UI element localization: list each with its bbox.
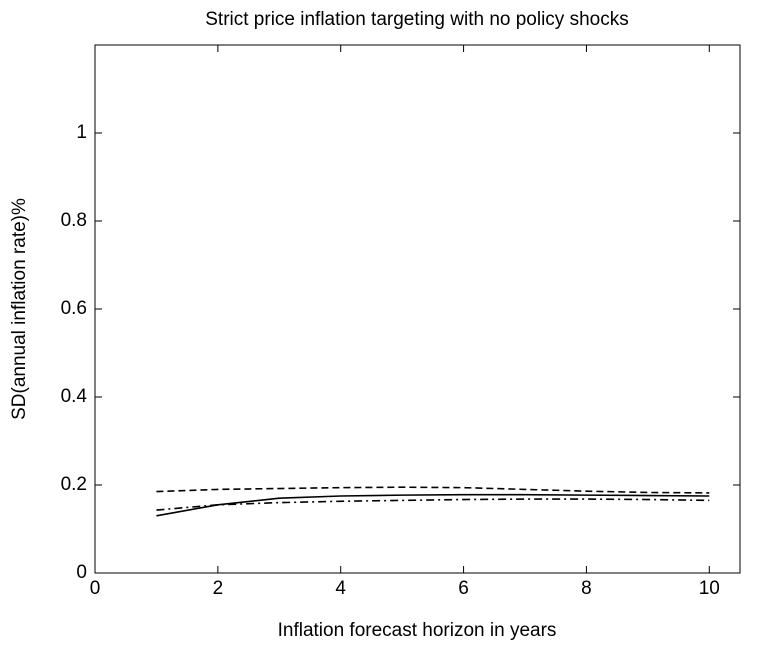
x-tick-label: 8	[581, 578, 592, 599]
x-tick-label: 4	[335, 578, 346, 599]
line-series	[156, 486, 710, 494]
x-tick-label: 10	[699, 578, 720, 599]
x-tick-label: 0	[90, 578, 101, 599]
line-series	[156, 493, 710, 517]
x-tick-label: 6	[458, 578, 469, 599]
axes-box	[94, 44, 741, 574]
line-series	[156, 498, 710, 511]
y-tick-label: 0.8	[61, 210, 87, 231]
x-tick-label: 2	[213, 578, 224, 599]
y-tick-label: 0.4	[61, 386, 88, 407]
y-tick-label: 0	[76, 562, 87, 583]
y-tick-label: 0.2	[61, 474, 87, 495]
y-tick-label: 1	[76, 122, 87, 143]
chart-title: Strict price inflation targeting with no…	[205, 9, 628, 30]
y-tick-label: 0.6	[61, 298, 87, 319]
y-axis-label: SD(annual inflation rate)%	[9, 198, 30, 420]
x-axis-label: Inflation forecast horizon in years	[278, 620, 557, 641]
